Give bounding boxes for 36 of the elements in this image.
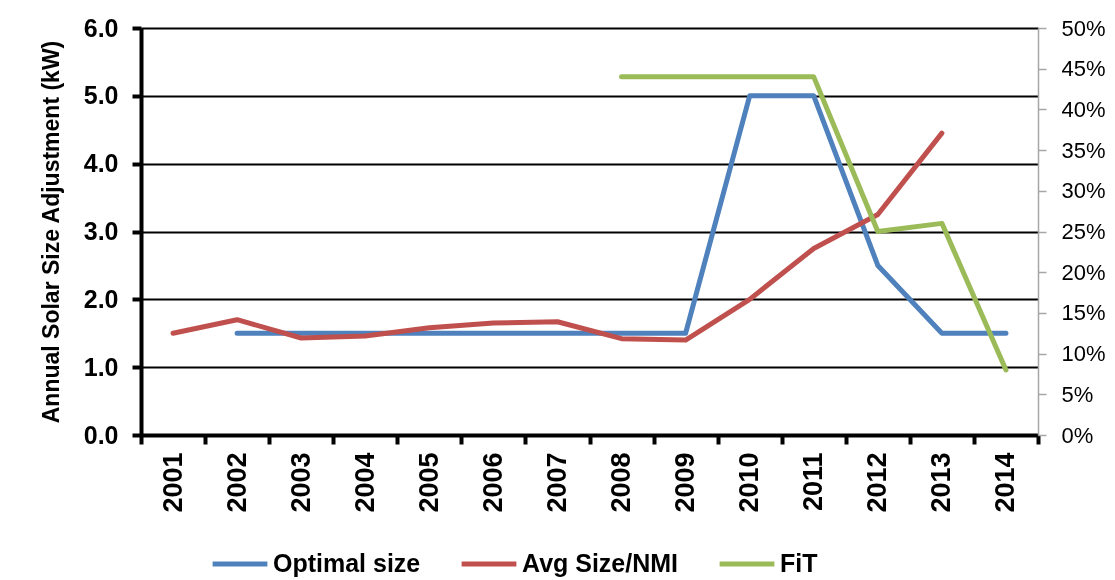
y2-tick-label: 30% <box>1061 178 1106 204</box>
y2-tick-label: 5% <box>1061 381 1094 407</box>
y-tick-label: 2.0 <box>83 284 119 313</box>
x-tick-label: 2004 <box>349 452 380 513</box>
legend-label: FiT <box>780 549 818 577</box>
x-tick-label: 2013 <box>926 452 957 513</box>
y-tick-label: 0.0 <box>83 420 119 449</box>
y2-tick-label: 25% <box>1061 219 1106 244</box>
x-tick-label: 2001 <box>157 452 188 513</box>
y2-tick-label: 35% <box>1061 137 1106 163</box>
y-tick-label: 1.0 <box>83 352 119 381</box>
x-tick-label: 2010 <box>734 452 765 513</box>
y-tick-label: 3.0 <box>83 217 119 245</box>
legend-label: Avg Size/NMI <box>522 549 679 577</box>
x-tick-label: 2009 <box>670 452 701 513</box>
x-tick-label: 2014 <box>990 452 1021 513</box>
y-tick-label: 4.0 <box>83 149 119 178</box>
x-tick-label: 2007 <box>541 452 572 513</box>
x-tick-label: 2003 <box>285 452 316 513</box>
y2-tick-label: 15% <box>1061 300 1106 326</box>
y2-tick-label: 40% <box>1061 96 1106 122</box>
y-tick-label: 5.0 <box>83 81 119 110</box>
y2-tick-label: 20% <box>1061 259 1106 285</box>
x-tick-label: 2008 <box>606 452 637 513</box>
y2-tick-label: 50% <box>1061 15 1106 41</box>
x-tick-label: 2002 <box>221 452 252 513</box>
x-tick-label: 2011 <box>798 452 829 512</box>
y2-tick-label: 0% <box>1061 422 1094 448</box>
x-tick-label: 2012 <box>862 452 893 513</box>
y-tick-label: 6.0 <box>83 13 119 42</box>
x-tick-label: 2006 <box>477 452 508 513</box>
y2-tick-label: 45% <box>1061 56 1106 82</box>
y-axis-title: Annual Solar Size Adjustment (kW) <box>37 40 64 424</box>
x-tick-label: 2005 <box>413 452 444 513</box>
legend-label: Optimal size <box>273 549 421 577</box>
y2-tick-label: 10% <box>1061 341 1106 367</box>
